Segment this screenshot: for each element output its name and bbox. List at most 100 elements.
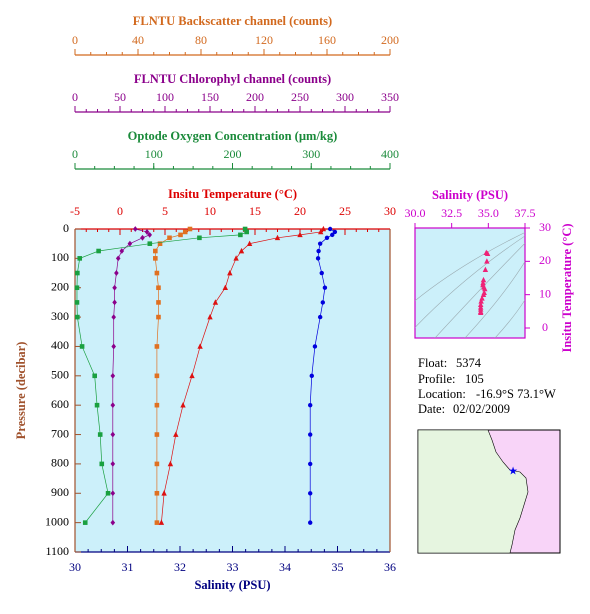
- x-tick-label: 300: [302, 147, 320, 161]
- profile-line: [76, 228, 248, 523]
- y-tick-label: 0: [542, 320, 548, 334]
- point: [478, 298, 484, 304]
- point: [246, 240, 253, 246]
- point: [484, 258, 490, 264]
- contour: [434, 242, 525, 338]
- point: [147, 241, 153, 246]
- point: [156, 314, 161, 320]
- point: [77, 256, 83, 261]
- point: [82, 520, 88, 525]
- point: [133, 226, 138, 232]
- point: [233, 255, 239, 261]
- x-tick-label: 120: [255, 33, 273, 47]
- x-tick-label: 35: [332, 560, 344, 574]
- point: [153, 256, 158, 261]
- x-tick-label: 33: [227, 560, 239, 574]
- point: [482, 266, 489, 272]
- point: [308, 432, 313, 437]
- x-tick-label: 30: [384, 204, 396, 218]
- contour: [415, 235, 525, 328]
- x-tick-label: 5: [162, 204, 168, 218]
- point: [309, 373, 314, 379]
- point: [173, 431, 179, 437]
- point: [111, 343, 116, 350]
- point: [74, 285, 80, 291]
- x-tick-label: 80: [195, 33, 207, 47]
- map: ★: [417, 429, 561, 554]
- x-tick-label: 35.0: [478, 206, 499, 220]
- info-value: 105: [465, 372, 484, 386]
- y-axis-title: Pressure (decibar): [14, 342, 28, 440]
- y-tick-label: 20: [539, 253, 551, 267]
- contour: [494, 299, 525, 338]
- point: [154, 344, 160, 349]
- x-axis-title: Insitu Temperature (°C): [168, 187, 297, 201]
- point: [119, 248, 125, 254]
- point: [322, 285, 328, 290]
- point: [154, 402, 160, 408]
- x-axis-title: FLNTU Chlorophyl channel (counts): [134, 72, 331, 86]
- x-tick-label: 0: [117, 204, 123, 218]
- point: [312, 344, 318, 349]
- x-axis-title: Salinity (PSU): [432, 188, 508, 202]
- point: [308, 402, 313, 408]
- point: [320, 300, 325, 305]
- y-tick-label: 900: [51, 485, 69, 499]
- point: [238, 232, 243, 238]
- point: [154, 373, 160, 379]
- point: [79, 344, 85, 349]
- point: [274, 234, 281, 241]
- point: [478, 309, 484, 315]
- point: [330, 232, 335, 238]
- x-tick-label: 30: [69, 560, 81, 574]
- point: [207, 313, 213, 320]
- point: [94, 402, 100, 408]
- y-tick-label: 10: [539, 286, 551, 300]
- y-tick-label: 0: [63, 221, 69, 235]
- point: [154, 432, 160, 437]
- point: [110, 519, 116, 526]
- point: [178, 232, 183, 238]
- point: [197, 343, 203, 349]
- x-tick-label: 200: [224, 147, 242, 161]
- point: [127, 240, 133, 247]
- x-tick-label: 32: [174, 560, 186, 574]
- point: [96, 248, 101, 254]
- x-tick-label: 150: [201, 90, 219, 104]
- point: [297, 231, 303, 238]
- y-tick-label: 600: [51, 397, 69, 411]
- x-tick-label: 350: [381, 90, 399, 104]
- point: [75, 270, 80, 276]
- point: [222, 284, 228, 291]
- y-tick-label: 500: [51, 368, 69, 382]
- info-label: Float:: [418, 356, 447, 370]
- x-tick-label: 32.5: [441, 206, 462, 220]
- point: [97, 432, 103, 437]
- point: [480, 276, 487, 283]
- x-axis-title: Salinity (PSU): [194, 578, 270, 592]
- point: [167, 235, 172, 241]
- point: [244, 229, 249, 235]
- point: [324, 235, 330, 241]
- y-tick-label: 100: [51, 250, 69, 264]
- info-value: 02/02/2009: [453, 402, 510, 416]
- point: [197, 235, 202, 241]
- contour: [415, 232, 525, 302]
- contour: [464, 260, 525, 338]
- info-label: Date:: [418, 402, 445, 416]
- info-label: Location:: [418, 387, 466, 401]
- point: [144, 229, 150, 235]
- point: [182, 229, 188, 235]
- profile-line: [161, 228, 324, 523]
- x-tick-label: 200: [246, 90, 264, 104]
- point: [153, 248, 158, 254]
- point: [92, 373, 97, 379]
- point: [167, 460, 174, 467]
- y-tick-label: 1100: [45, 544, 69, 558]
- x-tick-label: 100: [145, 147, 163, 161]
- map-star: ★: [508, 466, 518, 478]
- x-tick-label: 50: [114, 90, 126, 104]
- point: [238, 247, 245, 254]
- point: [112, 284, 117, 291]
